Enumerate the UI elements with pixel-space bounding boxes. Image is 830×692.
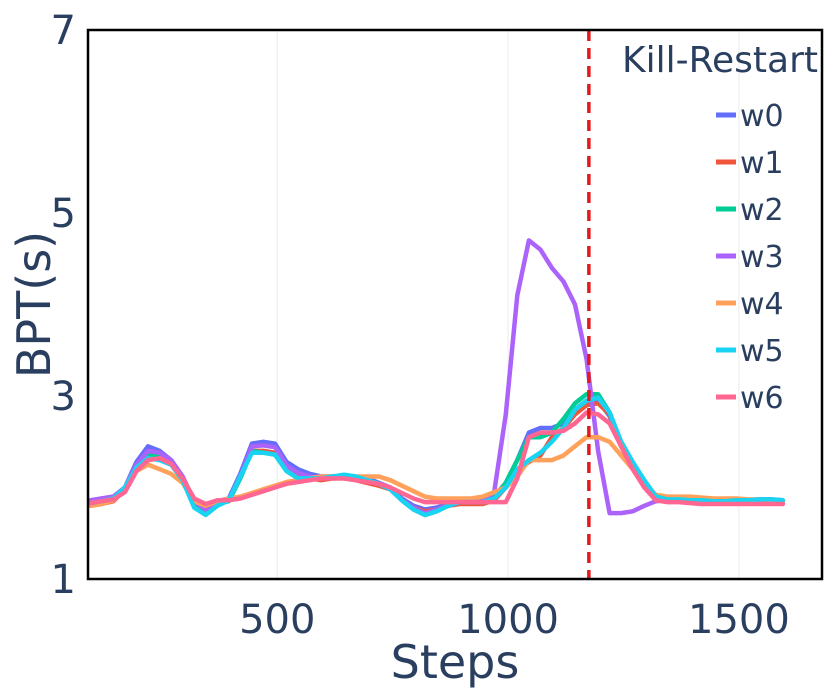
x-tick-label: 500 — [239, 597, 315, 643]
y-axis-ticks: 1 3 5 7 — [51, 8, 76, 603]
kill-restart-label: Kill-Restart — [622, 40, 818, 81]
x-tick-label: 1500 — [688, 597, 790, 643]
y-tick-label: 1 — [51, 557, 76, 603]
legend-label-w6: w6 — [740, 381, 784, 416]
series-line-w6 — [88, 410, 786, 507]
x-tick-label: 1000 — [457, 597, 559, 643]
legend-label-w1: w1 — [740, 146, 784, 181]
series-line-w5 — [88, 395, 786, 518]
legend-label-w2: w2 — [740, 193, 784, 228]
legend-label-w3: w3 — [740, 240, 784, 275]
plot-frame — [86, 28, 824, 581]
legend: w0 w1 w2 w3 w4 w5 w6 — [716, 99, 784, 416]
y-tick-label: 3 — [51, 374, 76, 420]
annotation-layer: Kill-Restart — [587, 30, 818, 579]
y-axis-title: BPT(s) — [7, 231, 61, 378]
series-layer — [88, 238, 786, 518]
x-axis-ticks: 500 1000 1500 — [239, 597, 790, 643]
x-axis-title: Steps — [391, 635, 520, 689]
y-tick-label: 7 — [51, 8, 76, 54]
legend-label-w5: w5 — [740, 334, 784, 369]
y-tick-label: 5 — [51, 191, 76, 237]
legend-label-w4: w4 — [740, 287, 784, 322]
legend-label-w0: w0 — [740, 99, 784, 134]
